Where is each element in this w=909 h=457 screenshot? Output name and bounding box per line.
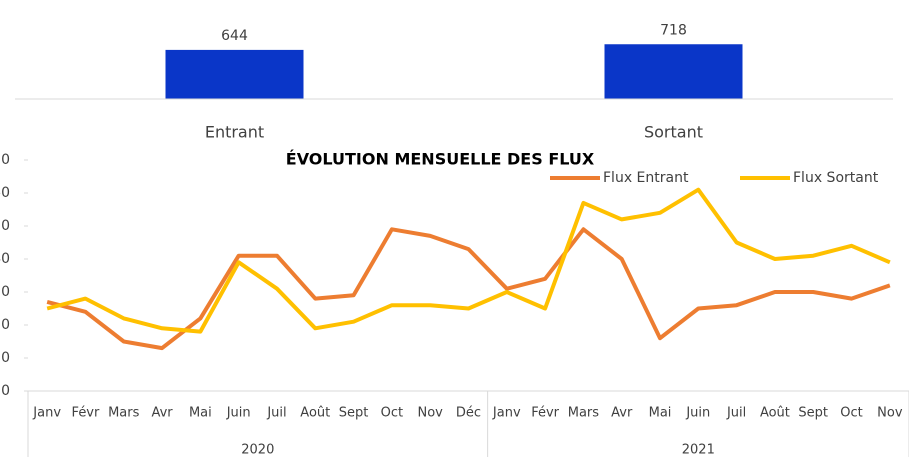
- group-label: 2020: [241, 443, 274, 457]
- x-tick-label: Déc: [456, 406, 481, 421]
- x-tick-label: Juin: [226, 406, 251, 421]
- y-tick-label: 70: [0, 152, 10, 168]
- x-tick-label: Sept: [339, 406, 369, 421]
- x-tick-label: Nov: [877, 406, 903, 421]
- legend-label: Flux Entrant: [603, 170, 689, 186]
- x-tick-label: Sept: [798, 406, 828, 421]
- y-tick-label: 60: [0, 185, 10, 201]
- x-tick-label: Févr: [72, 406, 100, 421]
- x-tick-label: Mai: [649, 406, 672, 421]
- x-tick-label: Août: [300, 406, 330, 421]
- x-tick-label: Mai: [189, 406, 212, 421]
- y-tick-label: 0: [1, 383, 10, 399]
- x-tick-label: Févr: [531, 406, 559, 421]
- x-tick-label: Juil: [726, 406, 746, 421]
- x-tick-label: Oct: [381, 406, 403, 421]
- x-tick-label: Avr: [611, 406, 633, 421]
- x-tick-label: Juil: [266, 406, 286, 421]
- x-tick-label: Août: [760, 406, 790, 421]
- value-label: 644: [221, 28, 248, 44]
- y-tick-label: 20: [0, 317, 10, 333]
- x-tick-label: Sortant: [644, 123, 703, 142]
- x-tick-label: Mars: [108, 406, 140, 421]
- bar: [604, 44, 743, 99]
- x-tick-label: Oct: [840, 406, 862, 421]
- y-tick-label: 30: [0, 284, 10, 300]
- x-tick-label: Janv: [32, 406, 61, 421]
- x-tick-label: Entrant: [205, 123, 264, 142]
- series-line: [46, 187, 891, 334]
- value-label: 718: [660, 22, 687, 38]
- x-tick-label: Avr: [151, 406, 173, 421]
- series-line: [46, 227, 891, 351]
- y-tick-label: 50: [0, 218, 10, 234]
- chart-title: ÉVOLUTION MENSUELLE DES FLUX: [286, 150, 595, 169]
- legend-label: Flux Sortant: [793, 170, 879, 186]
- y-tick-label: 40: [0, 251, 10, 267]
- x-tick-label: Mars: [568, 406, 600, 421]
- y-tick-label: 10: [0, 350, 10, 366]
- bar: [165, 49, 304, 99]
- x-tick-label: Nov: [418, 406, 444, 421]
- group-label: 2021: [682, 443, 715, 457]
- x-tick-label: Janv: [492, 406, 521, 421]
- x-tick-label: Juin: [685, 406, 710, 421]
